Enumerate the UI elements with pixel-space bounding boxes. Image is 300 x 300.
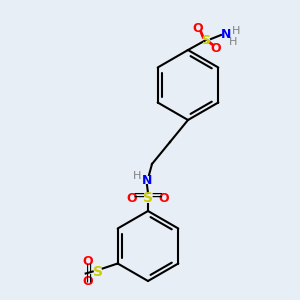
Text: H: H [229, 37, 237, 47]
Text: O: O [127, 191, 137, 205]
Text: O: O [211, 41, 221, 55]
Text: H: H [232, 26, 240, 36]
Text: O: O [159, 191, 169, 205]
Text: =: = [151, 188, 164, 202]
Text: N: N [221, 28, 231, 41]
Text: S: S [143, 191, 153, 205]
Text: =: = [84, 261, 98, 272]
Text: O: O [82, 275, 93, 288]
Text: =: = [84, 271, 98, 282]
Text: S: S [202, 34, 211, 46]
Text: H: H [133, 171, 141, 181]
Text: S: S [93, 265, 103, 278]
Text: N: N [142, 173, 152, 187]
Text: O: O [193, 22, 203, 35]
Text: =: = [133, 188, 146, 202]
Text: O: O [82, 255, 93, 268]
